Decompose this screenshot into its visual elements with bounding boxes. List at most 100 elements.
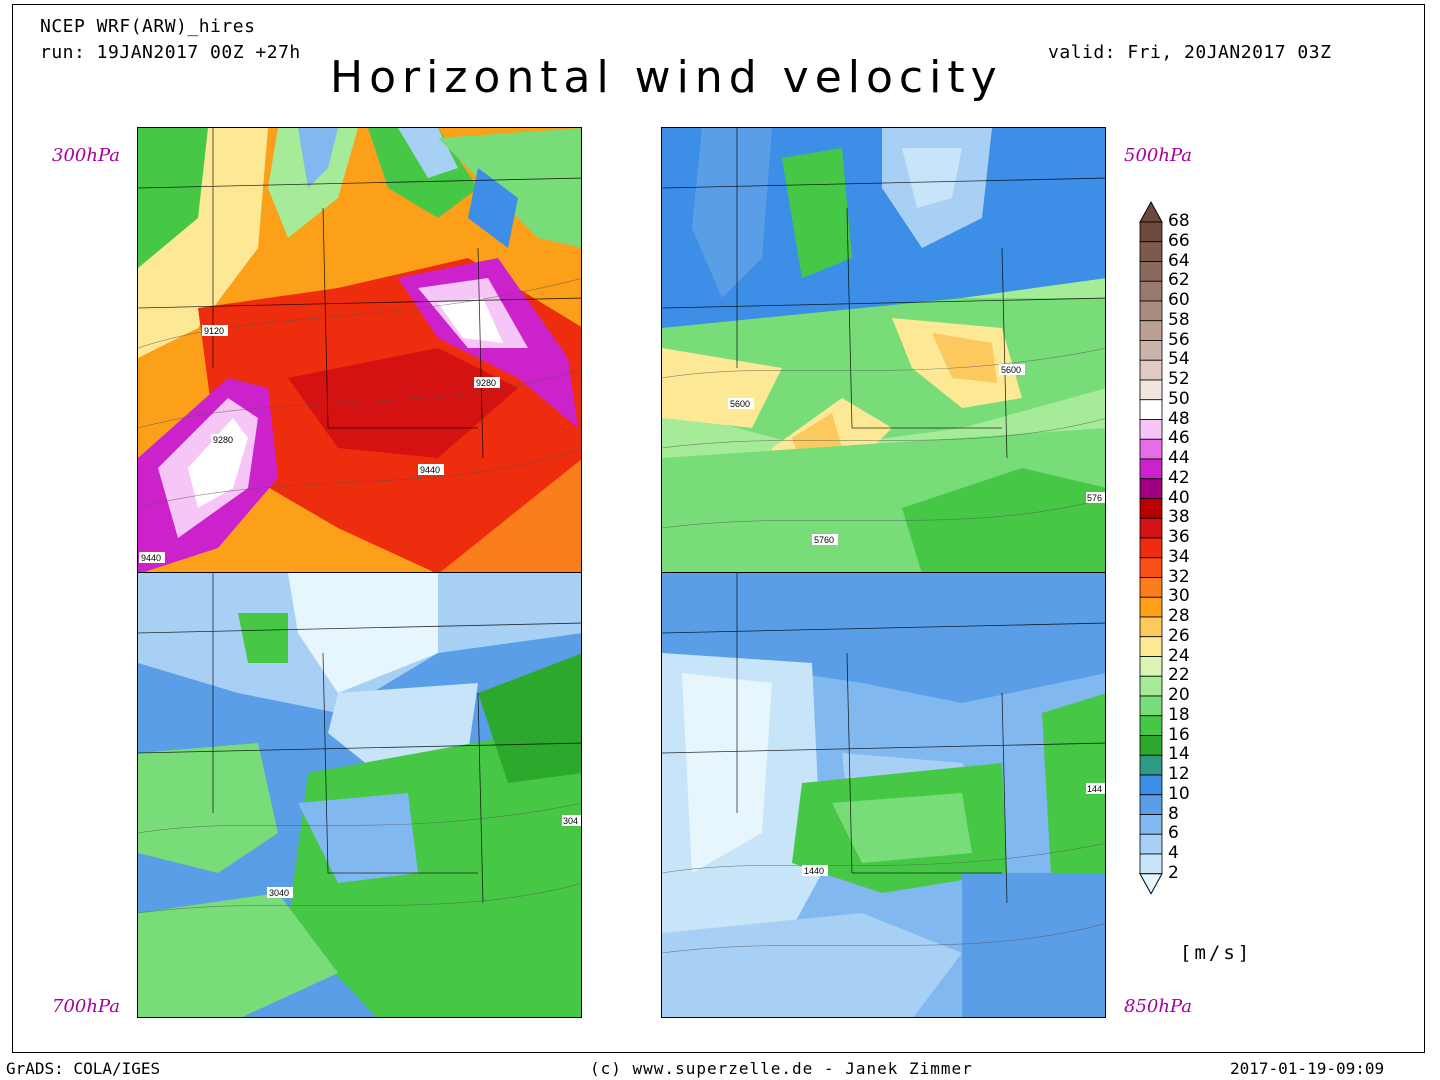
footer-timestamp: 2017-01-19-09:09 — [1230, 1059, 1385, 1078]
colorbar-tick-label: 8 — [1168, 803, 1179, 824]
contour-label: 576 — [1087, 493, 1102, 503]
map-panel-500hpa: 5600 5600 5760 576 — [661, 127, 1106, 573]
colorbar-swatch — [1139, 458, 1163, 480]
colorbar-tick-label: 28 — [1168, 606, 1190, 626]
colorbar-bottom-arrow — [1139, 873, 1163, 895]
colorbar-tick-label: 62 — [1168, 270, 1190, 291]
colorbar-tick-label: 46 — [1168, 428, 1190, 449]
colorbar-swatch — [1139, 616, 1163, 638]
valid-time: valid: Fri, 20JAN2017 03Z — [1048, 42, 1332, 63]
colorbar-swatch — [1139, 478, 1163, 499]
colorbar-swatch — [1139, 675, 1163, 697]
colorbar-swatch — [1139, 537, 1163, 559]
colorbar-tick-label: 68 — [1168, 211, 1190, 231]
colorbar-swatch — [1139, 557, 1163, 578]
colorbar-tick-label: 32 — [1168, 566, 1190, 587]
wind-field-850hpa: 1440 144 — [662, 573, 1105, 1017]
colorbar-tick-label: 60 — [1168, 290, 1190, 310]
colorbar-swatch — [1139, 735, 1163, 756]
map-panel-850hpa: 1440 144 — [661, 572, 1106, 1018]
map-title: Horizontal wind velocity — [330, 52, 1003, 103]
map-panel-300hpa: 9120 9280 9280 9440 9440 — [137, 127, 582, 573]
colorbar-swatch — [1139, 379, 1163, 401]
colorbar-tick-label: 14 — [1168, 744, 1190, 765]
map-panel-700hpa: 3040 304 — [137, 572, 582, 1018]
contour-label: 5600 — [730, 399, 750, 409]
colorbar-swatch — [1139, 656, 1163, 677]
colorbar-swatch — [1139, 517, 1163, 539]
contour-label: 9440 — [420, 465, 440, 475]
level-label-850: 850hPa — [1124, 996, 1192, 1017]
colorbar-tick-label: 18 — [1168, 704, 1190, 725]
wind-field-700hpa: 3040 304 — [138, 573, 581, 1017]
colorbar-tick-label: 20 — [1168, 685, 1190, 705]
colorbar-tick-label: 44 — [1168, 448, 1190, 468]
wind-field-300hpa: 9120 9280 9280 9440 9440 — [138, 128, 581, 572]
contour-label: 1440 — [804, 866, 824, 876]
colorbar-tick-label: 34 — [1168, 546, 1190, 567]
colorbar-tick-label: 50 — [1168, 388, 1190, 409]
colorbar-swatch — [1139, 814, 1163, 835]
colorbar-tick-label: 54 — [1168, 349, 1190, 370]
colorbar-swatch — [1139, 340, 1163, 361]
colorbar-swatch — [1139, 419, 1163, 440]
colorbar-tick-label: 10 — [1168, 783, 1190, 804]
colorbar-swatch — [1139, 498, 1163, 519]
colorbar-tick-label: 56 — [1168, 329, 1190, 350]
colorbar-tick-label: 12 — [1168, 764, 1190, 784]
wind-field-500hpa: 5600 5600 5760 576 — [662, 128, 1105, 572]
colorbar-tick-label: 22 — [1168, 665, 1190, 686]
contour-label: 144 — [1087, 784, 1102, 794]
contour-label: 9120 — [204, 326, 224, 336]
contour-label: 9280 — [476, 378, 496, 388]
contour-label: 9280 — [213, 435, 233, 445]
level-label-500: 500hPa — [1124, 145, 1192, 166]
footer-software: GrADS: COLA/IGES — [6, 1059, 161, 1078]
colorbar-tick-label: 30 — [1168, 586, 1190, 607]
colorbar-swatch — [1139, 241, 1163, 262]
level-label-700: 700hPa — [52, 996, 120, 1017]
colorbar-swatch — [1139, 715, 1163, 736]
colorbar-tick-label: 38 — [1168, 507, 1190, 528]
contour-label: 3040 — [269, 888, 289, 898]
colorbar-swatch — [1139, 399, 1163, 420]
colorbar-swatch — [1139, 300, 1163, 322]
plot-frame — [12, 4, 1425, 1053]
colorbar-tick-label: 40 — [1168, 487, 1190, 508]
colorbar-tick-label: 42 — [1168, 467, 1190, 488]
colorbar-swatch — [1139, 853, 1163, 875]
colorbar-tick-label: 58 — [1168, 309, 1190, 330]
contour-label: 304 — [563, 816, 578, 826]
colorbar-unit: [m/s] — [1180, 942, 1253, 964]
colorbar-swatch — [1139, 438, 1163, 460]
colorbar-tick-label: 48 — [1168, 408, 1190, 429]
contour-label: 5760 — [814, 535, 834, 545]
colorbar-tick-label: 24 — [1168, 645, 1190, 666]
colorbar-swatch — [1139, 261, 1163, 282]
colorbar-tick-label: 4 — [1168, 843, 1179, 863]
colorbar-tick-label: 52 — [1168, 369, 1190, 389]
colorbar-tick-label: 66 — [1168, 230, 1190, 251]
colorbar-swatch — [1139, 320, 1163, 341]
colorbar-tick-label: 16 — [1168, 724, 1190, 745]
colorbar-swatch — [1139, 359, 1163, 381]
colorbar-swatch — [1139, 754, 1163, 776]
colorbar-swatch — [1139, 794, 1163, 815]
wind-speed-colorbar — [1139, 200, 1163, 895]
contour-label: 9440 — [141, 553, 161, 563]
level-label-300: 300hPa — [52, 145, 120, 166]
colorbar-swatch — [1139, 596, 1163, 618]
colorbar-swatch — [1139, 695, 1163, 717]
colorbar-tick-label: 64 — [1168, 250, 1190, 271]
colorbar-tick-label: 2 — [1168, 862, 1179, 883]
model-name: NCEP WRF(ARW)_hires — [40, 16, 256, 37]
colorbar-swatch — [1139, 221, 1163, 243]
colorbar-swatch — [1139, 636, 1163, 657]
colorbar-tick-label: 36 — [1168, 527, 1190, 547]
colorbar-swatch — [1139, 577, 1163, 598]
colorbar-top-arrow — [1139, 200, 1163, 223]
run-time: run: 19JAN2017 00Z +27h — [40, 42, 301, 63]
colorbar-swatch — [1139, 774, 1163, 796]
colorbar-swatch — [1139, 833, 1163, 855]
colorbar-tick-label: 26 — [1168, 625, 1190, 646]
